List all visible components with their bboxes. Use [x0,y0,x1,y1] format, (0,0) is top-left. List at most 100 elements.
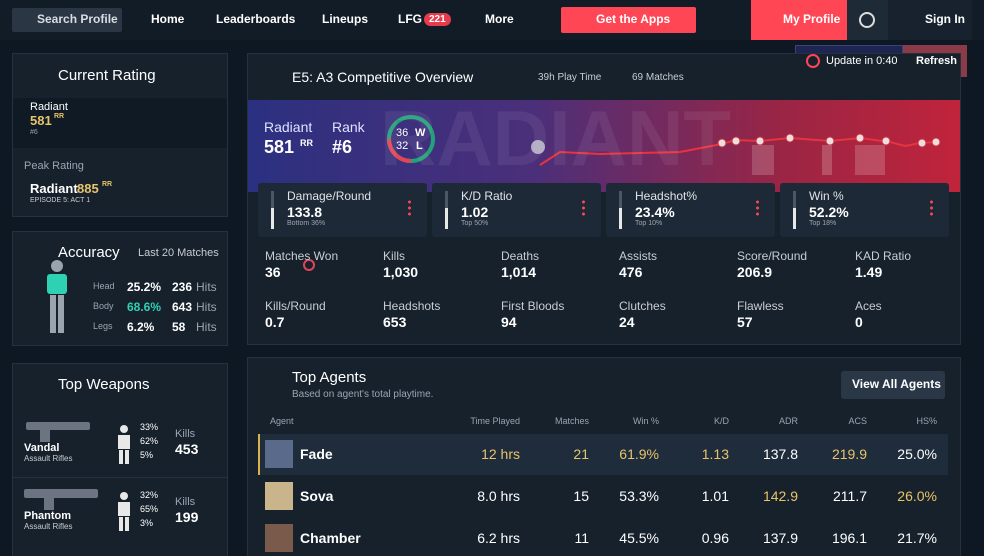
weapon-name: Vandal [24,442,60,454]
hit-percent: 25.2% [127,280,162,294]
profile-button[interactable] [751,0,847,40]
card-bar-fill [793,208,796,229]
panel-title: Current Rating [58,67,156,84]
card-bar-fill [271,208,274,229]
card-value: 52.2% [809,204,849,220]
weapon-divider [13,477,227,478]
agent-name: Sova [300,488,334,504]
weapon-legs: 3% [140,518,154,528]
hit-count: 236 [172,280,193,294]
agent-cell: 8.0 hrs [477,488,520,504]
agent-cell: 142.9 [762,488,798,504]
hit-label: Hits [196,300,217,314]
signin-button-label[interactable]: Sign In [925,12,965,26]
hit-part: Body [93,301,114,311]
wins-label: W [415,127,426,139]
overview-title[interactable]: E5: A3 Competitive Overview [292,69,474,85]
stat-value: 57 [737,314,753,330]
weapon-body: 65% [140,504,159,514]
refresh-label[interactable]: Refresh [916,55,957,67]
apps-button-label[interactable]: Get the Apps [596,12,671,26]
stat-label: Matches Won [265,249,339,263]
stat-value: 653 [383,314,407,330]
card-bar-fill [445,208,448,229]
rank-position: #6 [30,129,38,136]
view-all-button[interactable] [841,371,945,399]
losses: 32 [396,140,409,152]
rating-unit: RR [54,113,65,120]
hit-label: Hits [196,280,217,294]
nav-link[interactable]: More [485,12,514,26]
card-menu [408,199,411,216]
agent-cell: 0.96 [701,530,729,546]
banner-unit: RR [300,138,313,148]
profile-button-label[interactable]: My Profile [783,12,841,26]
card-percentile: Top 50% [461,220,489,227]
banner-position: #6 [332,137,353,157]
hit-label: Hits [196,320,217,334]
losses-label: L [416,140,423,152]
stat-label: Deaths [501,249,540,263]
lfg-badge: 221 [424,13,451,26]
update-label: Update in 0:40 [826,55,898,67]
agent-cell: 1.01 [701,488,729,504]
hit-percent: 6.2% [127,320,155,334]
stat-value: 1.49 [855,264,883,280]
stat-label: Flawless [737,299,784,313]
nav-link[interactable]: Leaderboards [216,12,296,26]
nav-link[interactable]: LFG [398,12,422,26]
agent-cell: 196.1 [831,530,867,546]
panel-title: Accuracy [58,244,120,261]
stat-card [432,183,601,237]
stat-label: Kills [383,249,406,263]
hit-count: 643 [172,300,193,314]
view-all-label[interactable]: View All Agents [852,377,941,391]
card-label: Win % [809,189,844,203]
search-link[interactable]: Search Profile [37,12,118,26]
stat-label: Kills/Round [265,299,326,313]
agent-cell: 211.7 [833,488,867,504]
weapon-type: Assault Rifles [24,522,73,531]
agent-name: Chamber [300,530,361,546]
banner-rating: 581 [264,137,295,157]
stat-label: Aces [855,299,882,313]
match-count: 69 Matches [632,72,684,83]
agent-cell: 11 [574,530,589,546]
agent-cell: 6.2 hrs [477,530,520,546]
panel-title: Top Weapons [58,376,150,393]
signin-button[interactable] [888,0,972,40]
nav-link[interactable]: Home [151,12,185,26]
column-header: ACS [848,416,867,426]
card-menu [756,199,759,216]
peak-episode: EPISODE 5: ACT 1 [30,197,91,204]
card-menu [930,199,933,216]
gift-button[interactable] [847,0,888,40]
stat-label: First Bloods [501,299,565,313]
stat-card [606,183,775,237]
agent-cell: 26.0% [897,488,937,504]
stat-value: 206.9 [737,264,773,280]
card-percentile: Top 18% [809,220,837,227]
card-percentile: Top 10% [635,220,663,227]
weapon-kills: 453 [175,441,199,457]
agent-cell: 15 [573,488,589,504]
peak-unit: RR [102,181,113,188]
agent-cell: 1.13 [701,446,729,462]
card-label: Headshot% [635,189,698,203]
agent-cell: 21 [573,446,589,462]
nav-link[interactable]: Lineups [322,12,369,26]
stat-label: Assists [619,249,658,263]
agent-cell: 137.9 [762,530,798,546]
card-value: 23.4% [635,204,675,220]
search-box[interactable] [12,8,122,32]
stat-value: 24 [619,314,635,330]
stat-value: 0 [855,314,863,330]
agent-cell: 25.0% [897,446,937,462]
panel-title: Top Agents [292,369,367,386]
apps-button[interactable] [561,7,696,33]
hit-part: Legs [93,321,113,331]
agent-cell: 219.9 [831,446,867,462]
stat-label: KAD Ratio [855,249,912,263]
weapon-head: 33% [140,422,159,432]
stat-value: 1,030 [383,264,419,280]
